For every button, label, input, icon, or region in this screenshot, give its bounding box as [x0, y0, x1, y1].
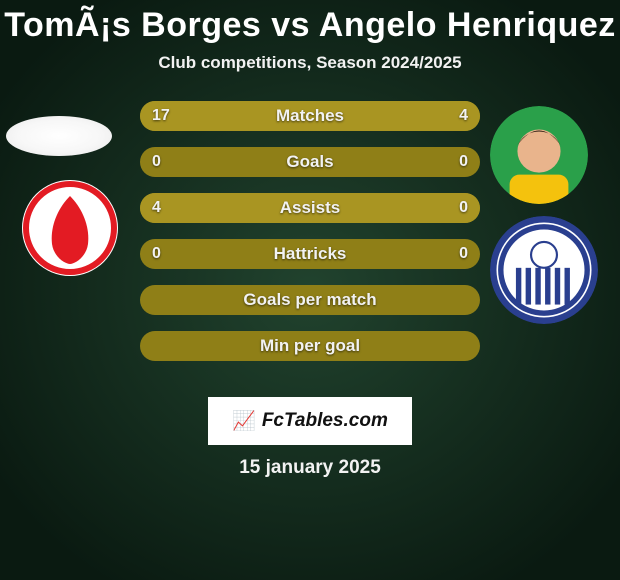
brand-box: 📈 FcTables.com: [208, 397, 412, 445]
infographic: TomÃ¡s Borges vs Angelo Henriquez Club c…: [0, 0, 620, 580]
stat-value-left: 4: [152, 193, 161, 223]
stat-label: Hattricks: [140, 239, 480, 269]
stat-value-left: 17: [152, 101, 170, 131]
stat-row: Assists4 0: [140, 193, 480, 223]
subtitle: Club competitions, Season 2024/2025: [0, 53, 620, 73]
stat-label: Goals per match: [140, 285, 480, 315]
stats-container: Matches174Goals00Assists40Hattricks00Goa…: [140, 101, 480, 377]
stat-label: Matches: [140, 101, 480, 131]
stat-row: Matches17 4: [140, 101, 480, 131]
stat-label: Assists: [140, 193, 480, 223]
stats-area: Matches174Goals00Assists40Hattricks00Goa…: [0, 101, 620, 391]
stat-value-left: 0: [152, 147, 161, 177]
stat-row: Goals per match: [140, 285, 480, 315]
stat-value-left: 0: [152, 239, 161, 269]
stat-value-right: 0: [459, 193, 468, 223]
brand-icon: 📈: [232, 409, 256, 433]
stat-label: Min per goal: [140, 331, 480, 361]
stat-value-right: 4: [459, 101, 468, 131]
stat-row: Hattricks0 0: [140, 239, 480, 269]
page-title: TomÃ¡s Borges vs Angelo Henriquez: [0, 0, 620, 45]
stat-value-right: 0: [459, 147, 468, 177]
stat-row: Min per goal: [140, 331, 480, 361]
stat-value-right: 0: [459, 239, 468, 269]
brand-text: FcTables.com: [262, 410, 388, 432]
stat-row: Goals0 0: [140, 147, 480, 177]
stat-label: Goals: [140, 147, 480, 177]
date-label: 15 january 2025: [0, 457, 620, 479]
